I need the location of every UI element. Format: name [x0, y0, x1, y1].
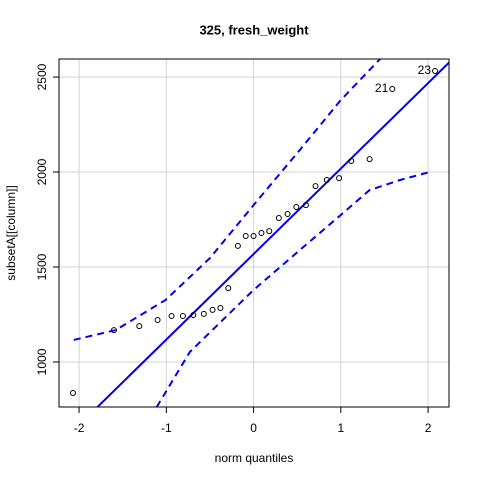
point [258, 230, 265, 236]
point [366, 156, 373, 163]
y-tick-label: 2500 [35, 63, 49, 90]
point [136, 323, 143, 330]
x-tick-label: -1 [161, 421, 172, 435]
y-axis-label: subsetA[[column]] [4, 185, 18, 280]
point [275, 214, 282, 221]
plot-area [69, 59, 449, 407]
point [154, 317, 161, 323]
point [190, 312, 197, 319]
point-annotation: 23 [418, 63, 432, 77]
point [323, 177, 330, 184]
point [312, 183, 319, 190]
point-annotation: 21 [375, 81, 389, 95]
point [348, 158, 355, 165]
point [266, 228, 273, 235]
x-tick-label: -2 [74, 421, 85, 435]
y-tick-label: 1000 [35, 348, 49, 375]
point [250, 233, 257, 240]
x-tick-label: 2 [425, 421, 432, 435]
point [432, 67, 439, 74]
point [200, 310, 207, 317]
point [336, 175, 343, 182]
point [110, 327, 117, 334]
grid [59, 59, 449, 407]
envelope-line [73, 59, 381, 341]
y-tick-label: 1500 [35, 253, 49, 280]
point [293, 203, 300, 210]
y-tick-label: 2000 [35, 158, 49, 185]
point [179, 313, 186, 320]
point [168, 313, 175, 320]
point [284, 211, 291, 218]
point [225, 285, 232, 292]
point [242, 233, 249, 240]
point [217, 305, 224, 312]
point [389, 86, 396, 93]
x-tick-label: 0 [250, 421, 257, 435]
point [69, 389, 76, 396]
point [302, 202, 309, 209]
envelope-line [155, 171, 431, 407]
chart-title: 325, fresh_weight [199, 22, 309, 37]
point [209, 306, 216, 313]
point [234, 242, 241, 249]
x-axis-label: norm quantiles [215, 451, 294, 465]
reference-line [96, 61, 449, 407]
x-tick-label: 1 [337, 421, 344, 435]
